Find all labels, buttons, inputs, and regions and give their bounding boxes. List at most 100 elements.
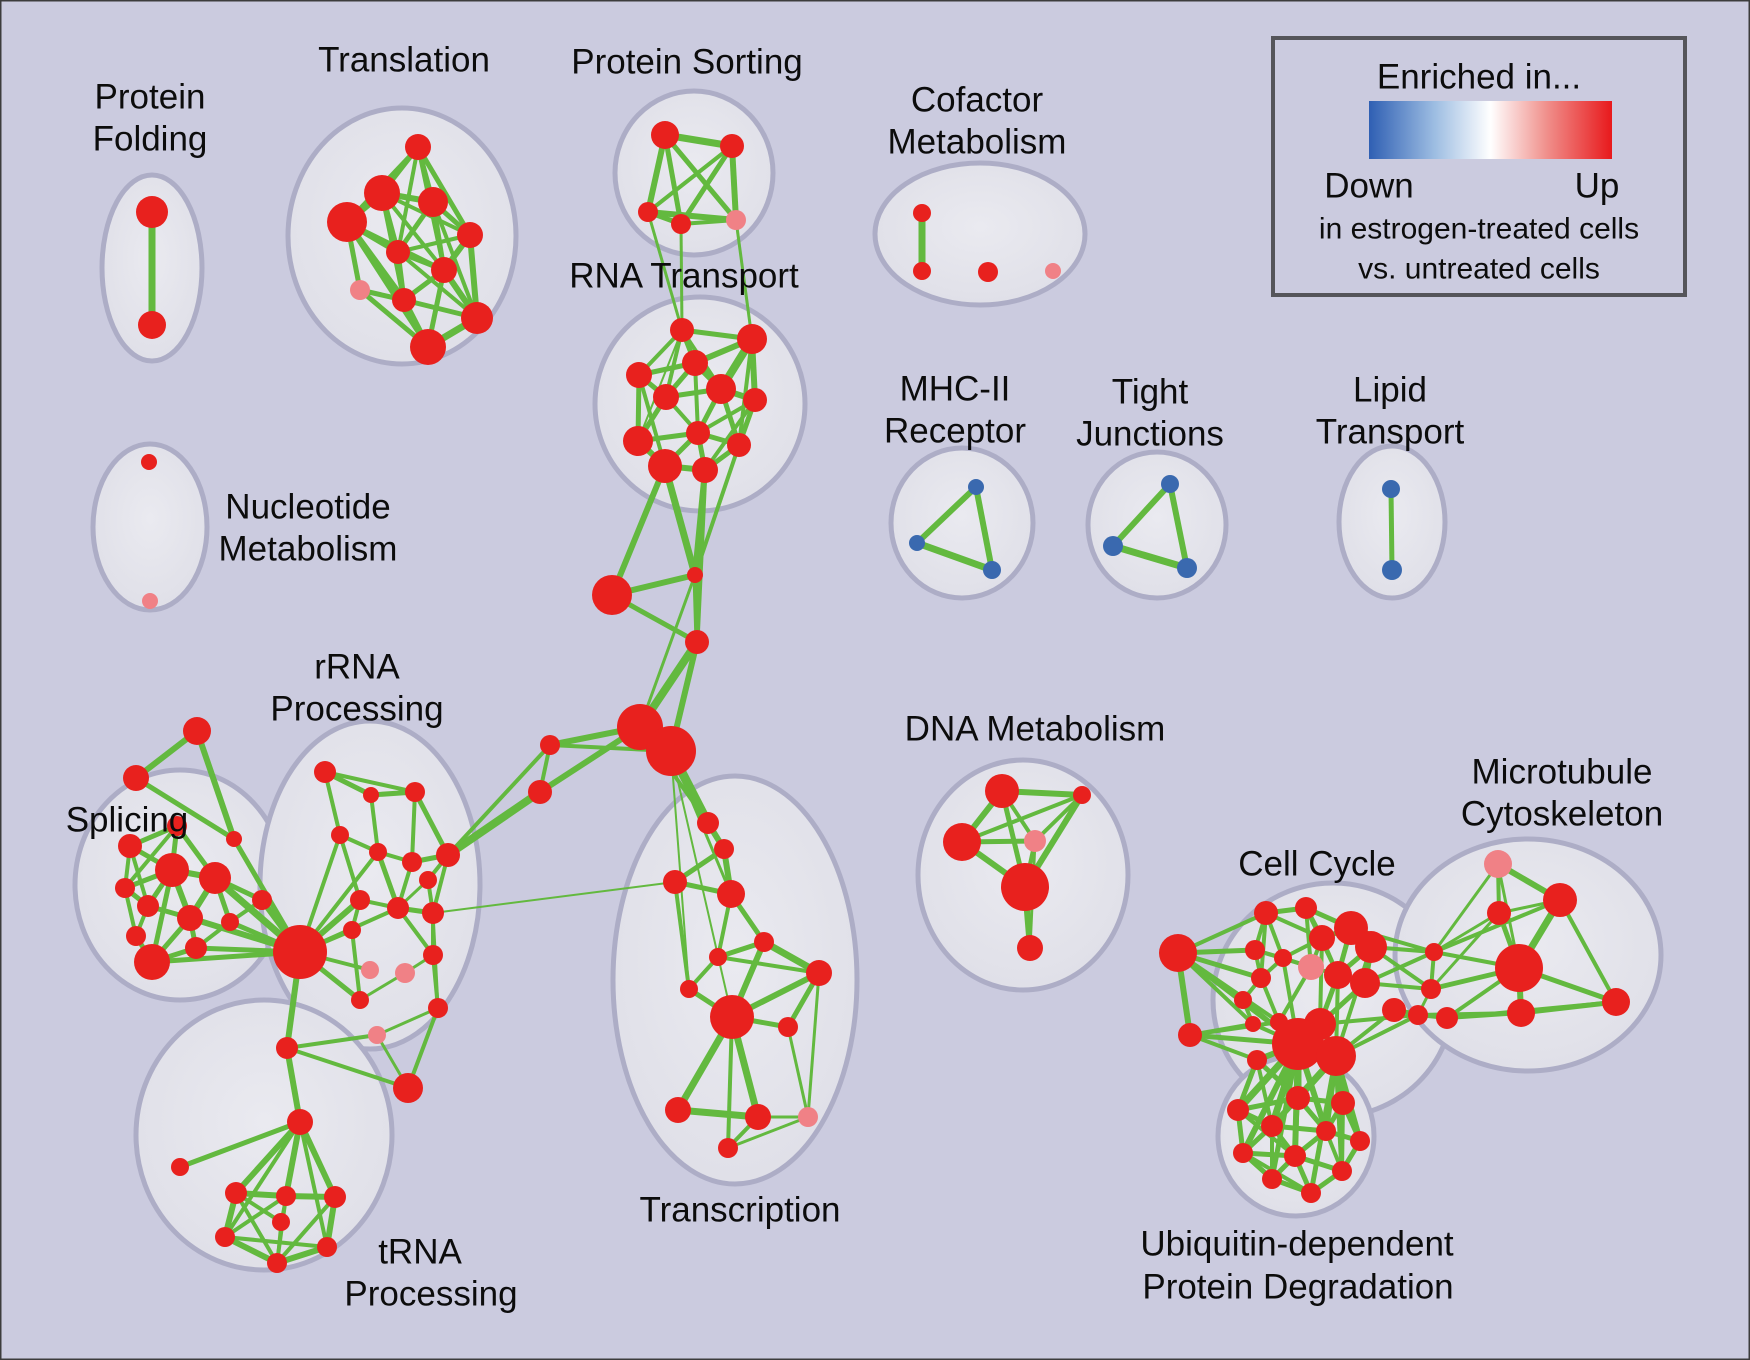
gene-set-node [405, 782, 425, 802]
gene-set-node [324, 1186, 346, 1208]
gene-set-node [331, 826, 349, 844]
enrichment-edge [396, 250, 479, 320]
cluster-tight-junctions-label-line2: Junctions [1076, 415, 1224, 454]
cluster-nucleotide-metabolism-label-line2: Metabolism [219, 530, 398, 569]
gene-set-node [638, 202, 658, 222]
enrichment-edge [286, 1046, 409, 1090]
gene-set-node [913, 204, 931, 222]
cluster-nucleotide-metabolism-ellipse [90, 441, 210, 613]
enrichment-edge [1429, 911, 1501, 991]
enrichment-edge [663, 133, 738, 222]
gene-set-node [215, 1227, 235, 1247]
enrichment-edge [679, 223, 684, 331]
gene-set-node [267, 1253, 287, 1273]
cluster-rrna-processing-label-line2: Processing [270, 690, 443, 729]
enrichment-edge [609, 464, 668, 597]
enrichment-edge [786, 1026, 810, 1118]
gene-set-node [806, 960, 832, 986]
gene-set-node [1254, 901, 1278, 925]
enrichment-edge [646, 211, 684, 331]
cluster-nucleotide-metabolism-label-line1: Nucleotide [225, 488, 390, 527]
gene-set-node [272, 1213, 290, 1231]
gene-set-node [368, 1026, 386, 1044]
gene-set-node [706, 374, 736, 404]
gene-set-node [422, 902, 444, 924]
gene-set-node [392, 288, 416, 312]
gene-set-node [1045, 263, 1061, 279]
gene-set-node [663, 870, 687, 894]
gene-set-node [685, 630, 709, 654]
gene-set-node [137, 895, 159, 917]
gene-set-node [142, 593, 158, 609]
gene-set-node [314, 761, 336, 783]
gene-set-node [718, 1138, 738, 1158]
gene-set-node [428, 998, 448, 1018]
gene-set-node [1245, 1016, 1261, 1032]
gene-set-node [393, 1073, 423, 1103]
gene-set-node [1017, 935, 1043, 961]
gene-set-node [395, 963, 415, 983]
gene-set-node [968, 479, 984, 495]
enrichment-edge [670, 750, 733, 1018]
gene-set-node [1024, 830, 1046, 852]
cluster-microtubule-cytoskeleton-label-line1: Microtubule [1472, 753, 1653, 792]
enrichment-edge [1112, 542, 1188, 572]
enrichment-edge [376, 1006, 439, 1037]
enrichment-edge [134, 775, 236, 842]
gene-set-node [717, 880, 745, 908]
gene-set-node [1421, 979, 1441, 999]
gene-set-node [1301, 1183, 1321, 1203]
gene-set-node [798, 1107, 818, 1127]
cluster-trna-processing-label-line1: tRNA [378, 1233, 462, 1272]
gene-set-node [418, 187, 448, 217]
gene-set-node [327, 202, 367, 242]
gene-set-node [343, 921, 361, 939]
enrichment-edge [1167, 483, 1190, 569]
enrichment-edge [646, 144, 734, 214]
gene-set-node [410, 329, 446, 365]
gene-set-node [1159, 934, 1197, 972]
cluster-mhc-ii-receptor-label-line1: MHC-II [900, 370, 1011, 409]
gene-set-node [1316, 1121, 1336, 1141]
enrichment-edge [1255, 1059, 1274, 1127]
gene-set-node [1295, 897, 1317, 919]
gene-set-node [687, 567, 703, 583]
gene-set-node [983, 561, 1001, 579]
gene-set-node [528, 780, 552, 804]
gene-set-node [134, 944, 170, 980]
enrichment-edge [415, 145, 473, 237]
enrichment-edge [1110, 481, 1173, 549]
gene-set-node [1177, 558, 1197, 578]
enrichment-edge [914, 484, 979, 546]
gene-set-node [1309, 925, 1335, 951]
gene-set-node [457, 222, 483, 248]
enrichment-edge [123, 824, 179, 890]
enrichment-edge [915, 539, 994, 574]
enrichment-edge [734, 219, 754, 340]
gene-set-node [913, 262, 931, 280]
gene-set-node [623, 426, 653, 456]
gene-set-node [985, 774, 1019, 808]
gene-set-node [1161, 475, 1179, 493]
gene-set-node [1332, 1161, 1352, 1181]
gene-set-node [1286, 1086, 1310, 1110]
gene-set-node [754, 932, 774, 952]
enrichment-edge [369, 794, 380, 853]
enrichment-edge [1432, 863, 1500, 953]
gene-set-node [648, 449, 682, 483]
enrichment-edge [445, 788, 543, 859]
gene-set-node [909, 535, 925, 551]
cluster-protein-folding-label-line2: Folding [93, 120, 208, 159]
enrichment-edge [703, 398, 757, 472]
gene-set-node [350, 280, 370, 300]
enrichment-edge [1176, 951, 1281, 1024]
enrichment-edge [298, 1121, 329, 1248]
enrichment-edge [677, 1106, 759, 1121]
cluster-cofactor-metabolism-label-line2: Metabolism [888, 123, 1067, 162]
cluster-tight-junctions-ellipse [1085, 449, 1229, 601]
cluster-protein-folding-label-line1: Protein [95, 78, 206, 117]
enrichment-edge [286, 1033, 378, 1050]
enrichment-edge [638, 574, 697, 728]
gene-set-node [1272, 1018, 1324, 1070]
enrichment-edge [446, 743, 552, 857]
